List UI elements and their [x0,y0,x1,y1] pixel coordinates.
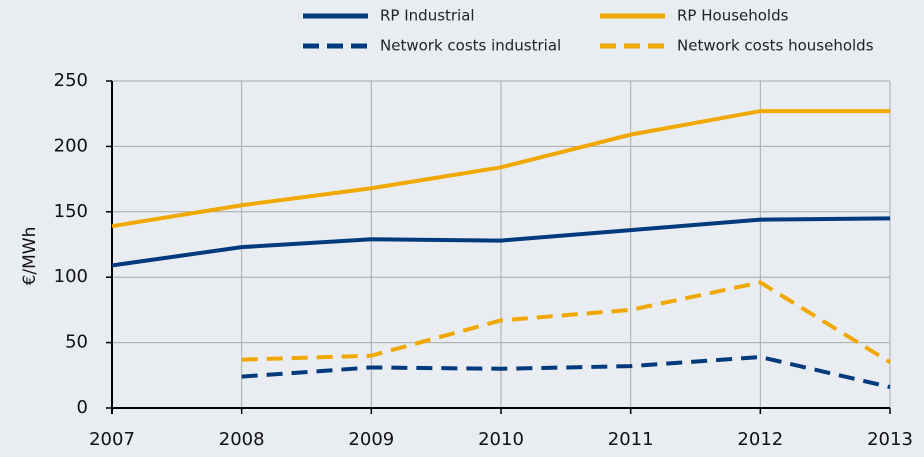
series-line [241,354,891,390]
y-tick-label: 50 [65,332,88,353]
y-tick-label: 250 [54,70,88,91]
y-tick-label: 0 [77,397,88,418]
series-line [241,280,892,364]
legend-label: Network costs households [677,37,874,55]
legend-label: RP Households [677,7,789,25]
series-line [111,109,890,229]
y-tick-label: 200 [54,135,88,156]
y-tick-label: 100 [54,266,88,287]
x-tick-label: 2010 [478,429,524,450]
y-axis-label: €/MWh [20,227,40,286]
x-tick-label: 2013 [867,429,913,450]
x-tick-label: 2011 [608,429,654,450]
series-line [111,216,891,268]
x-tick-label: 2009 [348,429,394,450]
legend-label: RP Industrial [380,7,475,25]
legend-label: Network costs industrial [380,37,561,55]
x-tick-label: 2008 [219,429,265,450]
x-tick-label: 2012 [737,429,783,450]
x-tick-label: 2007 [89,429,135,450]
y-tick-label: 150 [54,201,88,222]
